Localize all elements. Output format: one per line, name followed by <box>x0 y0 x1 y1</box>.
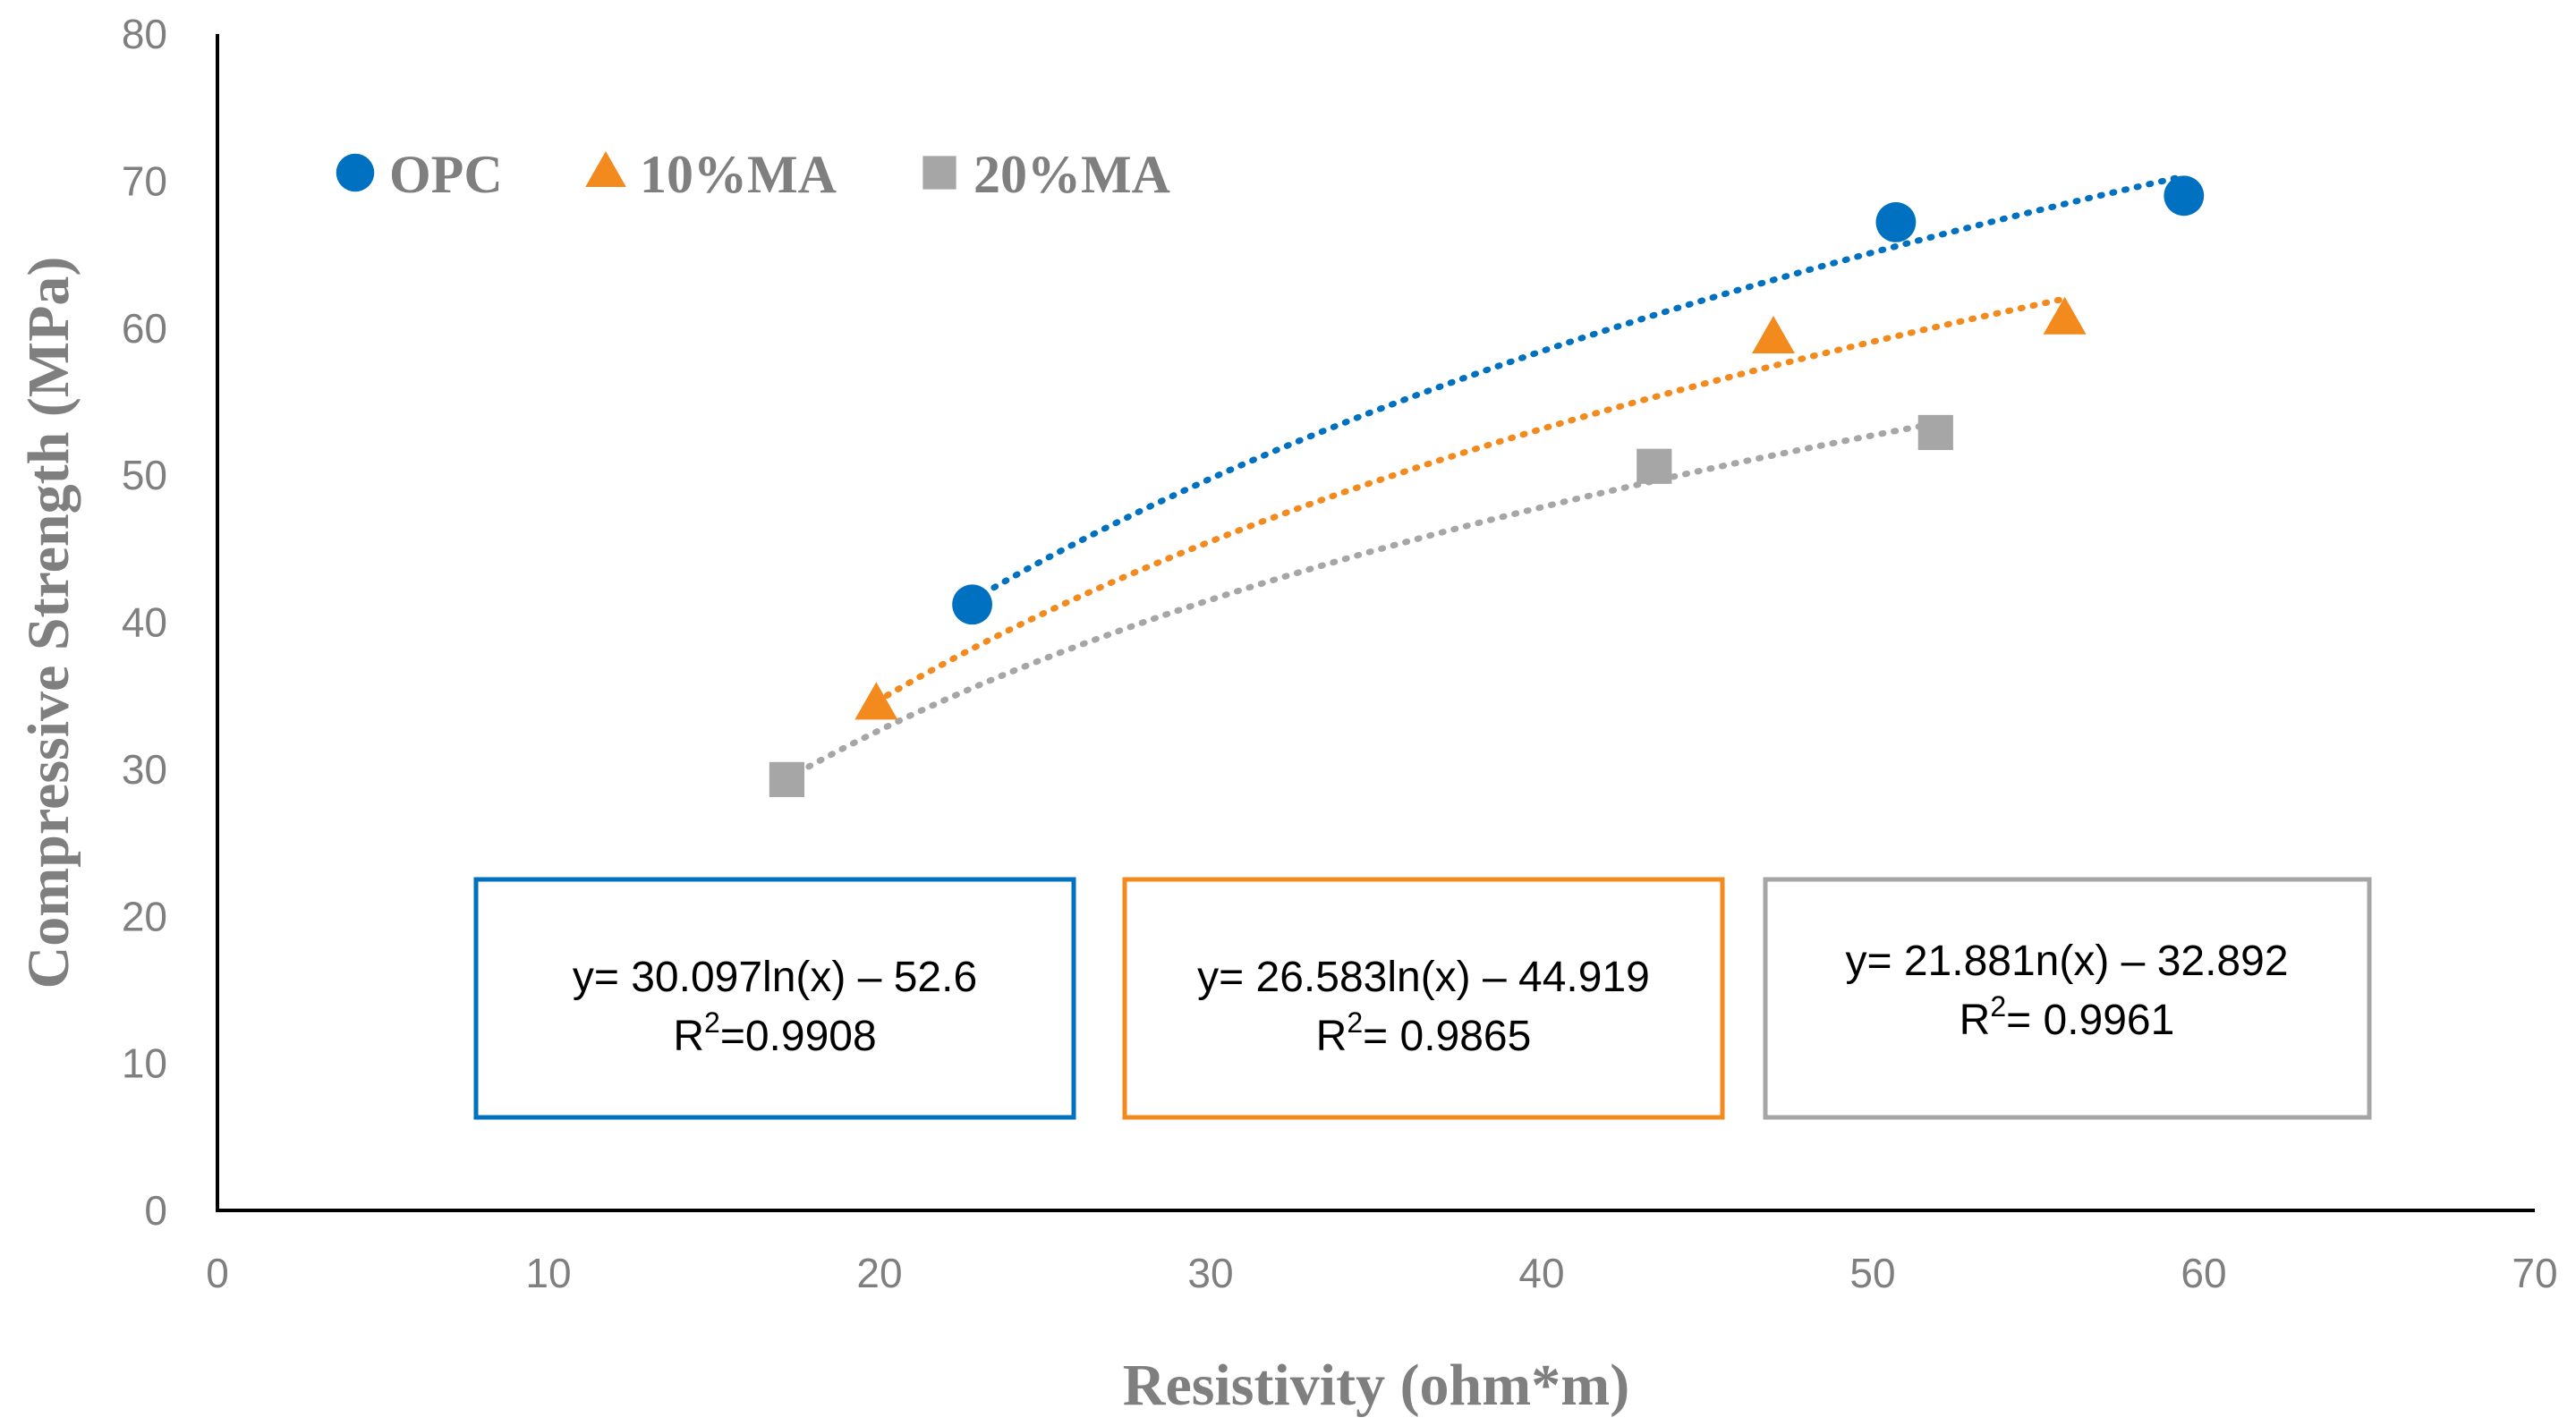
r-squared-superscript: 2 <box>1347 1006 1363 1039</box>
legend-label: 10%MA <box>640 145 837 204</box>
data-point-square <box>1637 448 1672 484</box>
y-tick-label: 30 <box>122 746 167 793</box>
r-squared: R2= 0.9865 <box>1316 1006 1532 1060</box>
x-tick-label: 0 <box>206 1250 229 1296</box>
x-axis-title: Resistivity (ohm*m) <box>1123 1353 1629 1418</box>
ticks: 0 10 20 30 40 50 60 70 0 10 20 30 40 50 60 70 80 <box>122 11 2558 1296</box>
equation-box <box>1763 877 2372 1120</box>
trend-equation: y= 30.097ln(x) – 52.6 <box>573 954 977 1001</box>
axes <box>216 34 2535 1212</box>
data-point-square <box>1917 414 1953 451</box>
y-tick-label: 60 <box>122 305 167 352</box>
r-squared-superscript: 2 <box>1990 990 2006 1023</box>
r-squared-symbol: R <box>1960 997 1991 1044</box>
x-tick-label: 50 <box>1849 1250 1895 1296</box>
legend-marker-triangle <box>585 151 626 187</box>
r-squared: R2= 0.9961 <box>1960 990 2175 1044</box>
r-squared-value: = 0.9961 <box>2006 997 2174 1044</box>
y-tick-label: 70 <box>122 157 167 204</box>
legend-marker-circle <box>336 153 375 192</box>
y-tick-label: 80 <box>122 11 167 57</box>
legend-label: 20%MA <box>973 145 1170 204</box>
x-tick-label: 60 <box>2181 1250 2226 1296</box>
y-tick-label: 40 <box>122 599 167 646</box>
x-tick-label: 70 <box>2512 1250 2557 1296</box>
r-squared-superscript: 2 <box>704 1006 720 1039</box>
trend-equation: y= 21.881n(x) – 32.892 <box>1845 938 2288 985</box>
x-tick-label: 10 <box>525 1250 571 1296</box>
data-point-circle <box>952 584 992 625</box>
data-point-circle <box>1875 202 1917 242</box>
trendline-20pct-ma <box>783 420 1939 782</box>
r-squared: R2=0.9908 <box>673 1006 876 1060</box>
trendline-opc <box>969 173 2188 604</box>
x-tick-label: 20 <box>856 1250 902 1296</box>
trendline-10pct-ma <box>872 295 2069 705</box>
equation-box <box>1122 877 1725 1120</box>
x-tick-label: 40 <box>1518 1250 1564 1296</box>
markers <box>769 175 2205 797</box>
trend-equation: y= 26.583ln(x) – 44.919 <box>1197 954 1650 1001</box>
r-squared-value: =0.9908 <box>720 1013 877 1060</box>
y-tick-label: 10 <box>122 1040 167 1087</box>
y-tick-label: 50 <box>122 452 167 498</box>
x-tick-label: 30 <box>1187 1250 1233 1296</box>
y-tick-label: 20 <box>122 893 167 939</box>
data-point-triangle <box>2043 296 2087 335</box>
data-point-triangle <box>854 682 898 720</box>
r-squared-value: = 0.9865 <box>1363 1013 1531 1060</box>
y-axis-title: Compressive Strength (MPa) <box>16 257 81 989</box>
legend-marker-square <box>922 156 956 190</box>
trendlines <box>783 173 2188 782</box>
data-point-triangle <box>1752 316 1795 354</box>
legend: OPC 10%MA 20%MA <box>336 145 1170 204</box>
equation-box <box>473 877 1076 1120</box>
legend-label: OPC <box>389 145 503 204</box>
y-tick-label: 0 <box>144 1187 167 1234</box>
data-point-circle <box>2164 175 2205 216</box>
data-point-square <box>769 761 804 797</box>
r-squared-symbol: R <box>673 1013 704 1060</box>
r-squared-symbol: R <box>1316 1013 1348 1060</box>
